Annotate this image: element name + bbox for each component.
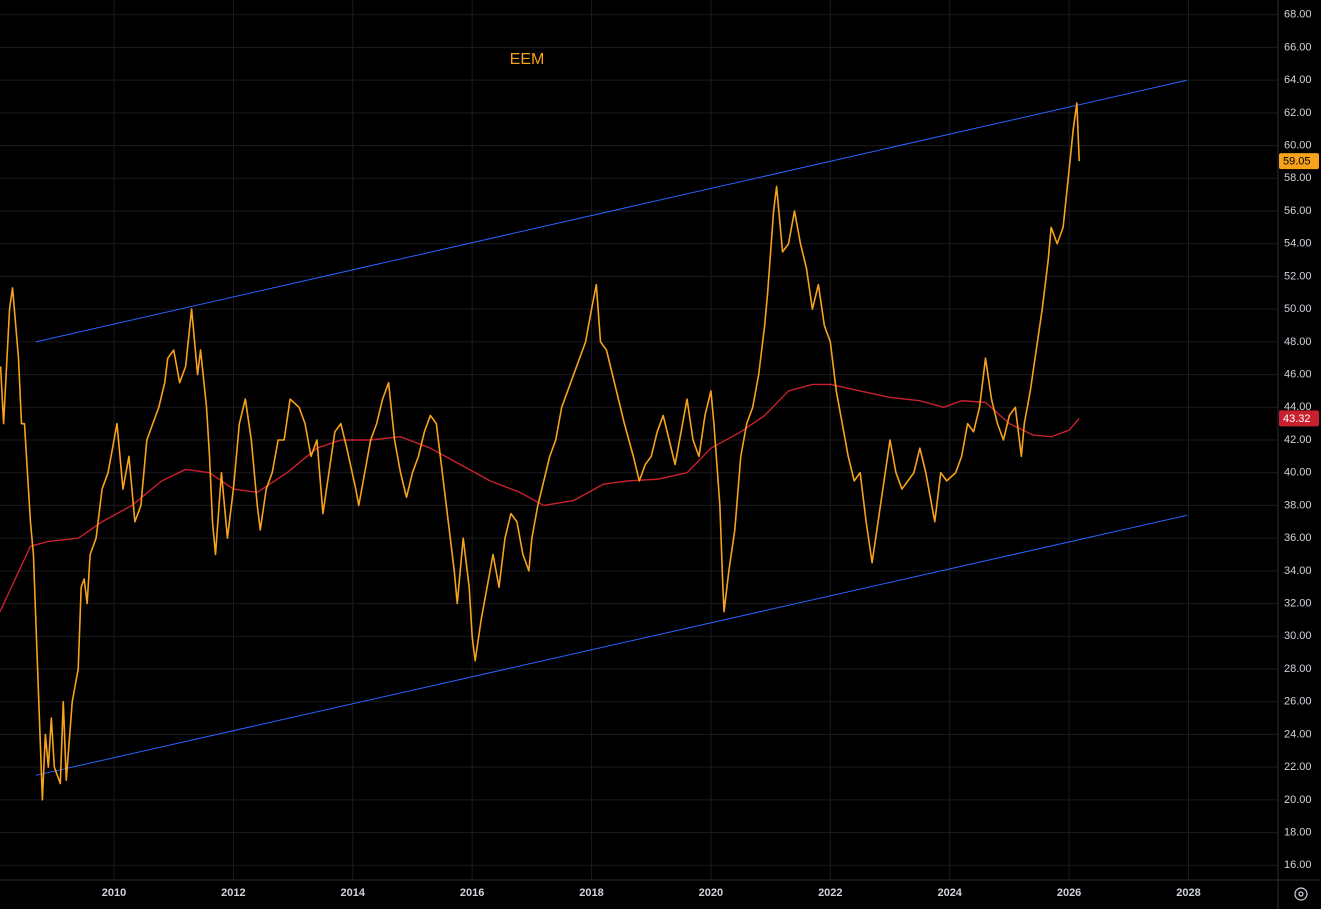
y-tick-label: 50.00 — [1284, 303, 1312, 315]
x-tick-label: 2018 — [579, 887, 603, 899]
settings-gear-center[interactable] — [1298, 891, 1304, 897]
settings-icon[interactable] — [1294, 887, 1308, 901]
y-tick-label: 34.00 — [1284, 565, 1312, 577]
price-line — [0, 102, 1081, 801]
y-tick-label: 22.00 — [1284, 761, 1312, 773]
x-tick-label: 2028 — [1176, 887, 1200, 899]
y-tick-label: 44.00 — [1284, 401, 1312, 413]
grid — [0, 0, 1278, 880]
y-tick-label: 62.00 — [1284, 107, 1312, 119]
y-tick-label: 28.00 — [1284, 663, 1312, 675]
x-tick-label: 2020 — [699, 887, 723, 899]
y-tick-label: 58.00 — [1284, 172, 1312, 184]
x-tick-label: 2014 — [341, 887, 366, 899]
y-tick-label: 54.00 — [1284, 238, 1312, 250]
y-tick-label: 36.00 — [1284, 532, 1312, 544]
y-tick-label: 16.00 — [1284, 859, 1312, 871]
trend-line — [35, 79, 1188, 343]
y-tick-label: 24.00 — [1284, 728, 1312, 740]
x-tick-label: 2012 — [221, 887, 245, 899]
x-tick-label: 2016 — [460, 887, 484, 899]
last-value-box — [1279, 410, 1319, 427]
plot — [0, 79, 1188, 801]
y-tick-label: 42.00 — [1284, 434, 1312, 446]
moving-average-line — [0, 383, 1080, 613]
y-tick-label: 66.00 — [1284, 41, 1312, 53]
last-value-label: 43.32 — [1283, 413, 1311, 425]
trend-line — [35, 514, 1188, 776]
last-value-label: 59.05 — [1283, 156, 1311, 168]
y-tick-label: 60.00 — [1284, 139, 1312, 151]
y-tick-label: 46.00 — [1284, 368, 1312, 380]
y-tick-label: 30.00 — [1284, 630, 1312, 642]
y-tick-label: 32.00 — [1284, 597, 1312, 609]
y-tick-label: 64.00 — [1284, 74, 1312, 86]
x-tick-label: 2022 — [818, 887, 842, 899]
y-tick-label: 18.00 — [1284, 826, 1312, 838]
y-tick-label: 56.00 — [1284, 205, 1312, 217]
x-tick-label: 2026 — [1057, 887, 1081, 899]
y-tick-label: 68.00 — [1284, 9, 1312, 21]
y-tick-label: 52.00 — [1284, 270, 1312, 282]
y-tick-label: 26.00 — [1284, 696, 1312, 708]
x-tick-label: 2024 — [937, 887, 962, 899]
x-tick-label: 2010 — [102, 887, 126, 899]
last-value-box — [1279, 153, 1319, 170]
y-tick-label: 40.00 — [1284, 467, 1312, 479]
axes: 16.00 18.00 20.00 22.00 24.00 26.00 28.00 30.00… — [102, 9, 1319, 899]
y-tick-label: 20.00 — [1284, 794, 1312, 806]
settings-gear[interactable] — [1294, 887, 1308, 901]
chart-title: EEM — [510, 51, 545, 68]
y-tick-label: 38.00 — [1284, 499, 1312, 511]
y-tick-label: 48.00 — [1284, 336, 1312, 348]
